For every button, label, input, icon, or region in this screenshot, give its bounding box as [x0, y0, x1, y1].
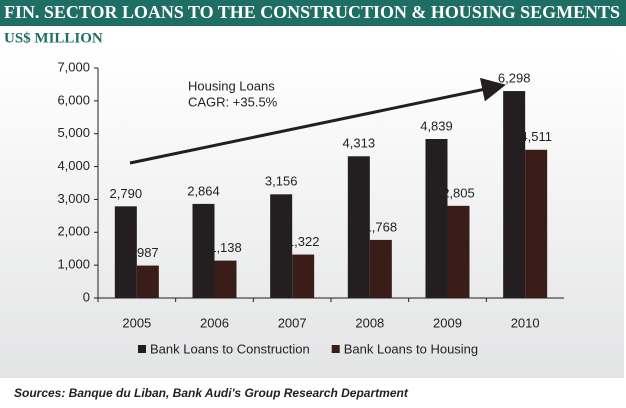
value-label: 3,156	[265, 174, 298, 189]
value-label: 4,839	[420, 118, 453, 133]
y-tick-label: 5,000	[57, 125, 90, 140]
value-label: 2,864	[187, 183, 220, 198]
bar	[347, 156, 370, 298]
bar	[270, 194, 293, 298]
bar	[114, 206, 137, 298]
bar	[292, 254, 315, 298]
value-label: 4,313	[343, 136, 376, 151]
source: Sources: Banque du Liban, Bank Audi's Gr…	[14, 386, 409, 400]
bar	[503, 91, 526, 299]
value-label: 6,298	[498, 71, 531, 86]
y-tick-label: 6,000	[57, 92, 90, 107]
value-label: 1,768	[365, 219, 398, 234]
chart-subtitle: US$ MILLION	[4, 30, 103, 46]
value-label: 4,511	[520, 129, 552, 144]
x-tick-label: 2010	[511, 315, 540, 330]
x-tick-label: 2005	[122, 315, 151, 330]
value-label: 2,805	[442, 185, 475, 200]
bar	[369, 239, 392, 298]
x-tick-label: 2006	[200, 315, 229, 330]
x-tick-label: 2009	[433, 315, 462, 330]
chart-title: FIN. SECTOR LOANS TO THE CONSTRUCTION & …	[4, 2, 620, 22]
annotation: CAGR: +35.5%	[188, 94, 278, 109]
y-tick-label: 2,000	[57, 224, 90, 239]
value-label: 2,790	[110, 186, 143, 201]
value-label: 1,322	[287, 234, 320, 249]
bar	[192, 203, 215, 298]
bar	[525, 149, 548, 298]
annotation: Housing Loans	[188, 78, 275, 93]
y-tick-label: 7,000	[57, 59, 90, 74]
bar	[136, 265, 159, 298]
y-tick-label: 0	[83, 289, 90, 304]
bar	[214, 260, 237, 298]
y-tick-label: 4,000	[57, 158, 90, 173]
value-label: 1,138	[209, 240, 242, 255]
legend-label: Bank Loans to Housing	[344, 341, 478, 356]
legend-swatch	[331, 345, 340, 353]
title-bar	[0, 0, 626, 26]
legend-label: Bank Loans to Construction	[150, 341, 310, 356]
bar	[425, 139, 448, 298]
y-tick-label: 3,000	[57, 191, 90, 206]
value-label: 987	[137, 245, 159, 260]
trend-arrow	[129, 77, 506, 165]
bar	[447, 205, 470, 298]
y-tick-label: 1,000	[57, 257, 90, 272]
legend-swatch	[138, 345, 146, 353]
x-tick-label: 2007	[278, 315, 307, 330]
x-tick-label: 2008	[355, 315, 384, 330]
